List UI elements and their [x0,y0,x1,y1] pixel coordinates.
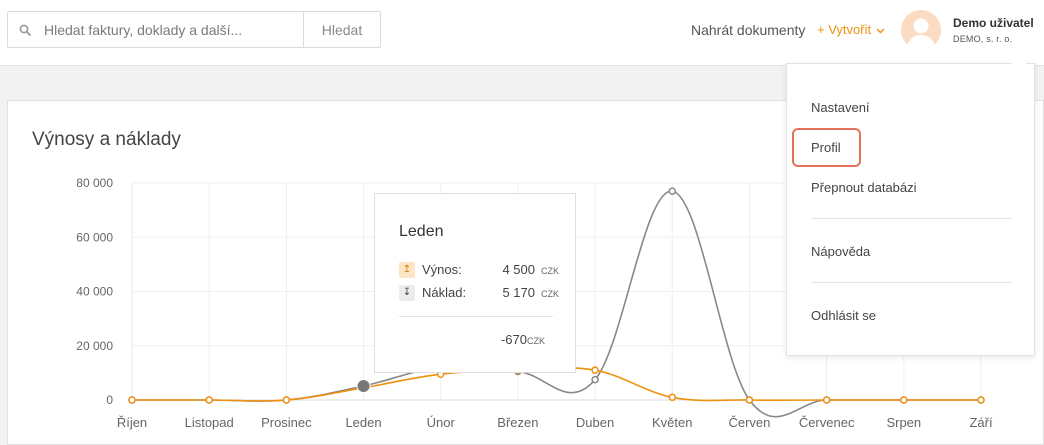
menu-item-settings[interactable]: Nastavení [811,100,870,115]
revenue-point [822,396,831,404]
y-tick-label: 0 [106,393,113,407]
tooltip-cost-value: 5 170 [502,285,535,300]
search-input[interactable] [44,12,298,47]
avatar[interactable] [901,10,941,50]
search-box: Hledat [7,11,381,48]
tooltip-revenue-value: 4 500 [502,262,535,277]
menu-divider [811,218,1012,219]
menu-item-profile[interactable]: Profil [811,140,841,155]
profile-highlight [792,128,861,167]
y-tick-label: 60 000 [76,230,113,244]
arrow-down-icon: ↧ [399,285,415,301]
tooltip-currency: CZK [541,266,559,276]
menu-item-logout[interactable]: Odhlásit se [811,308,877,323]
chevron-down-icon [876,28,885,34]
x-tick-label: Červen [728,415,770,430]
x-tick-label: Listopad [185,415,234,430]
x-tick-label: Únor [427,415,456,430]
x-tick-label: Leden [345,415,381,430]
tooltip-cost-row: ↧ Náklad: 5 170 CZK [399,285,559,301]
tooltip-currency: CZK [541,289,559,299]
chart-tooltip: Leden ↥ Výnos: 4 500 CZK ↧ Náklad: 5 170… [374,193,576,373]
menu-divider [811,282,1012,283]
top-bar: Hledat Nahrát dokumenty + Vytvořit Demo … [0,0,1044,66]
revenue-point [977,396,985,404]
tooltip-revenue-row: ↥ Výnos: 4 500 CZK [399,262,559,278]
y-tick-label: 40 000 [76,285,113,299]
arrow-up-icon: ↥ [399,262,415,278]
tooltip-title: Leden [399,223,444,240]
x-tick-label: Duben [576,415,614,430]
search-button[interactable]: Hledat [303,12,380,47]
user-name[interactable]: Demo uživatel [953,16,1034,30]
upload-documents-link[interactable]: Nahrát dokumenty [691,22,806,38]
x-tick-label: Prosinec [261,415,312,430]
menu-item-help[interactable]: Nápověda [811,244,871,259]
tooltip-total: -670 [500,332,527,347]
revenue-point [900,396,908,404]
card-title: Výnosy a náklady [32,129,181,150]
y-tick-label: 80 000 [76,176,113,190]
revenue-point [745,396,754,404]
user-company: DEMO, s. r. o. [953,34,1013,44]
menu-caret [1011,56,1027,64]
revenue-point [668,393,677,402]
y-tick-label: 20 000 [76,339,113,353]
cost-active-point [356,378,371,393]
user-dropdown-menu: Nastavení Profil Přepnout databázi Nápov… [786,63,1035,356]
create-menu-button[interactable]: + Vytvořit [817,22,885,37]
user-avatar-icon [906,18,936,50]
revenue-point [128,396,136,404]
x-tick-label: Září [969,415,993,430]
cost-point [591,375,599,384]
revenue-point [591,366,599,374]
menu-item-switch-database[interactable]: Přepnout databázi [811,180,917,195]
tooltip-cost-label: Náklad: [422,285,467,300]
x-tick-label: Březen [497,415,538,430]
x-tick-label: Červenec [799,415,855,430]
search-icon [19,24,31,36]
tooltip-total-currency: CZK [527,336,545,346]
x-tick-label: Květen [652,415,692,430]
x-tick-label: Říjen [117,415,147,430]
tooltip-divider [399,316,553,317]
x-tick-label: Srpen [886,415,921,430]
tooltip-revenue-label: Výnos: [422,262,462,277]
create-label: + Vytvořit [817,22,872,37]
cost-point [668,187,677,195]
revenue-point [282,396,291,404]
revenue-point [205,396,213,404]
